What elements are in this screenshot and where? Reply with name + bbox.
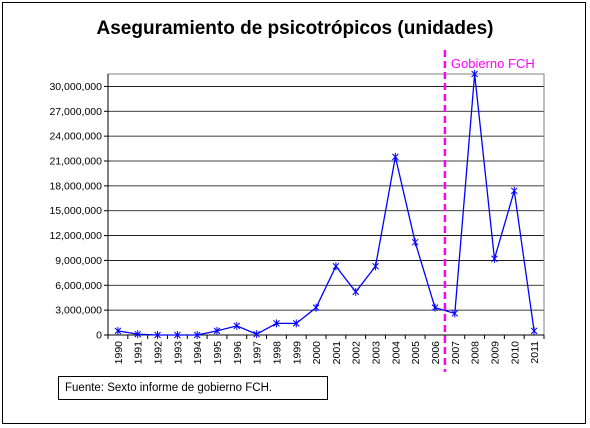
x-tick-label: 1990 xyxy=(113,341,125,365)
series-polyline xyxy=(117,73,535,336)
y-tick-label: 0 xyxy=(96,330,102,342)
annotation: Gobierno FCH xyxy=(443,50,535,372)
x-tick-label: 2003 xyxy=(371,341,383,365)
data-point xyxy=(431,303,439,312)
x-tick-label: 1996 xyxy=(232,341,244,365)
data-point xyxy=(510,186,518,195)
x-tick-label: 2011 xyxy=(529,341,541,364)
data-point xyxy=(312,303,320,312)
data-point xyxy=(174,331,181,339)
data-point xyxy=(372,262,379,271)
data-point xyxy=(233,321,241,330)
x-tick-label: 2009 xyxy=(489,341,501,365)
x-tick-label: 1993 xyxy=(172,341,184,365)
annotation-label: Gobierno FCH xyxy=(451,56,535,71)
data-point xyxy=(352,287,360,296)
data-point xyxy=(411,238,419,247)
data-point xyxy=(154,331,161,339)
x-tick-label: 1995 xyxy=(212,341,224,365)
y-tick-label: 24,000,000 xyxy=(49,131,102,143)
data-point xyxy=(114,326,122,335)
chart-title: Aseguramiento de psicotrópicos (unidades… xyxy=(96,18,494,39)
data-point xyxy=(530,326,538,335)
y-tick-label: 3,000,000 xyxy=(55,305,102,317)
data-point xyxy=(292,319,300,328)
x-tick-label: 2001 xyxy=(331,341,343,365)
x-tick-label: 1999 xyxy=(291,341,303,365)
source-note: Fuente: Sexto informe de gobierno FCH. xyxy=(58,376,328,400)
data-point xyxy=(253,330,260,339)
x-tick-label: 2000 xyxy=(311,341,323,365)
x-tick-label: 2004 xyxy=(390,341,402,365)
chart-frame xyxy=(2,2,586,424)
data-point xyxy=(491,254,498,263)
x-tick-label: 2008 xyxy=(470,341,482,365)
series-line xyxy=(114,70,538,339)
y-tick-label: 27,000,000 xyxy=(49,106,102,118)
x-tick-label: 1991 xyxy=(133,341,145,365)
x-tick-label: 1997 xyxy=(252,341,264,365)
x-tick-label: 2010 xyxy=(509,341,521,365)
x-tick-label: 2007 xyxy=(450,341,462,365)
y-tick-label: 15,000,000 xyxy=(49,205,102,217)
x-axis: 1990 1991 1992 1993 1994 1995 1996 1997 1998 1999… xyxy=(107,334,545,365)
y-tick-label: 12,000,000 xyxy=(49,230,102,242)
data-point xyxy=(451,309,459,318)
data-point xyxy=(193,331,201,339)
data-point xyxy=(392,152,399,161)
y-tick-label: 6,000,000 xyxy=(55,280,102,292)
x-tick-label: 2006 xyxy=(430,341,442,365)
y-tick-label: 9,000,000 xyxy=(55,255,102,267)
data-point xyxy=(332,262,340,271)
x-tick-label: 1992 xyxy=(153,341,165,365)
x-tick-label: 2002 xyxy=(351,341,363,365)
y-tick-label: 18,000,000 xyxy=(49,180,102,192)
y-tick-label: 30,000,000 xyxy=(49,81,102,93)
x-tick-label: 2005 xyxy=(410,341,422,365)
data-point xyxy=(213,326,221,335)
x-tick-label: 1998 xyxy=(271,341,283,365)
y-axis: 0 3,000,000 6,000,000 9,000,000 12,000,000 15… xyxy=(49,74,109,342)
data-point xyxy=(471,70,478,78)
data-point xyxy=(273,319,280,328)
data-point xyxy=(134,330,142,339)
gridlines xyxy=(108,86,544,336)
y-tick-label: 21,000,000 xyxy=(49,156,102,168)
x-tick-label: 1994 xyxy=(192,341,204,365)
